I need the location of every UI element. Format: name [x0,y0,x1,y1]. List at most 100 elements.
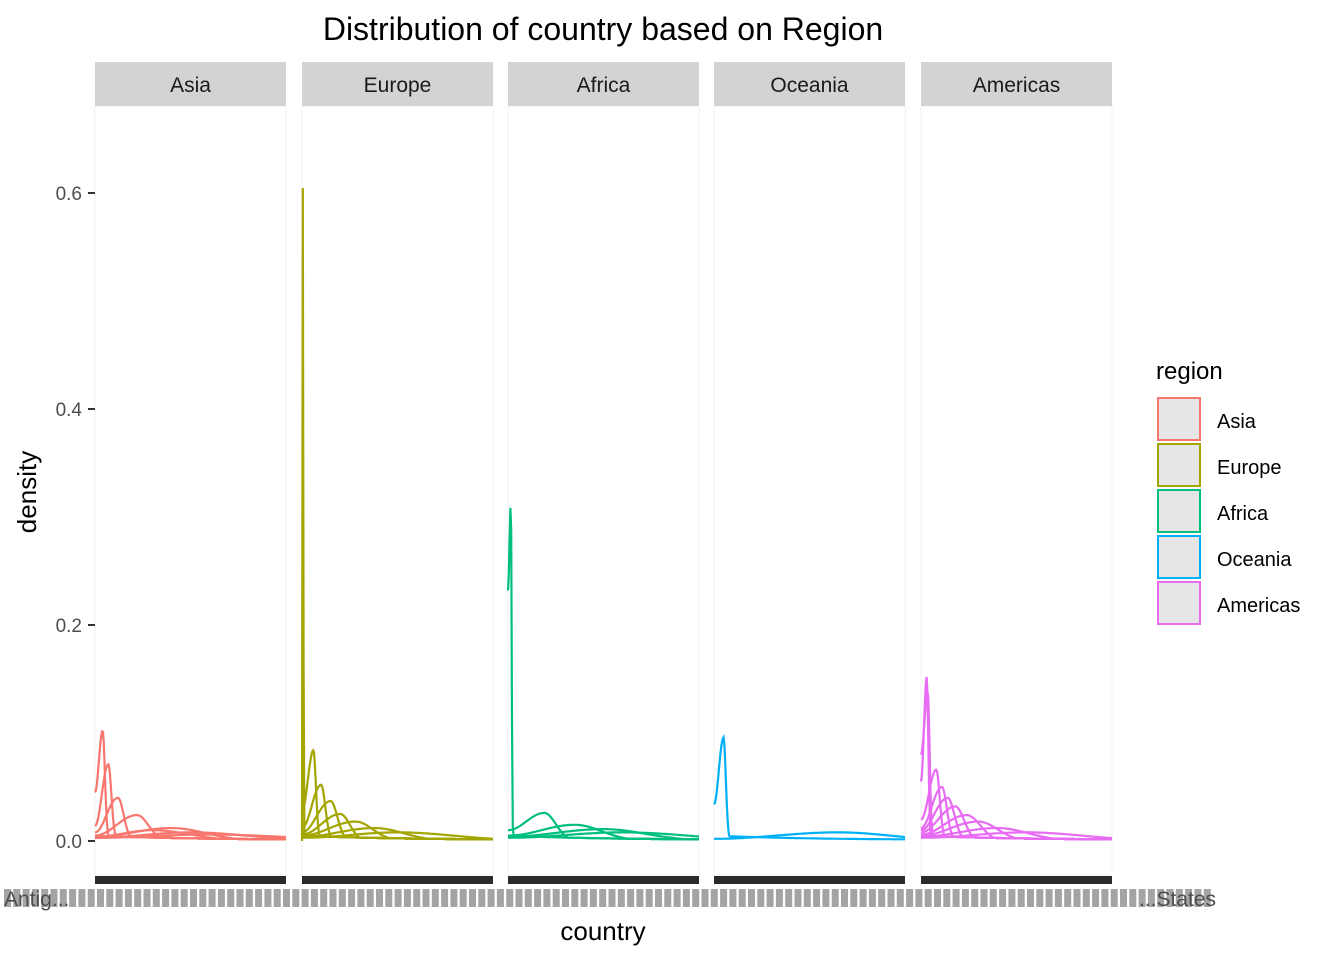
x-tick-label-glyph [255,889,263,907]
facet-oceania: Oceania [713,62,906,884]
x-tick-label-glyph [394,889,402,907]
x-axis-title: country [560,916,645,946]
facet-europe: Europe [300,62,494,884]
facet-strip-label: Oceania [770,74,849,97]
x-tick-label-glyph [1045,889,1053,907]
x-tick-label-glyph [1129,889,1137,907]
x-tick-label-glyph [1082,889,1090,907]
legend-label: Africa [1217,503,1269,525]
facet-strip [714,62,905,106]
x-tick-label-glyph [1110,889,1118,907]
x-tick-label-glyph [385,889,393,907]
facet-strip-label: Europe [364,74,432,97]
x-tick-label-glyph [413,889,421,907]
x-tick-label-glyph [906,889,914,907]
x-tick-label-glyph [896,889,904,907]
legend-item-europe: Europe [1157,443,1282,487]
x-tick-label-glyph [850,889,858,907]
x-tick-label-glyph [720,889,728,907]
x-tick-label-glyph [4,889,11,907]
x-tick-label-glyph [1147,889,1155,907]
facet-asia: Asia [94,62,287,884]
x-tick-label-glyph [1185,889,1193,907]
facet-panel [713,105,906,876]
legend-key [1157,535,1201,579]
density-curve [302,831,493,840]
density-curve [921,831,1113,840]
legend-key [1157,489,1201,533]
x-tick-label-glyph [952,889,960,907]
y-tick-label: 0.4 [56,400,83,421]
x-tick-label-glyph [487,889,495,907]
x-tick-label-glyph [887,889,895,907]
x-tick-label-glyph [450,889,458,907]
x-tick-label-glyph [431,889,439,907]
y-axis: 0.0 0.2 0.4 0.6 [56,184,95,853]
x-tick-label-glyph [822,889,830,907]
x-tick-label-glyph [376,889,383,907]
density-curve [508,831,700,839]
x-tick-label-glyph [357,889,365,907]
density-curve [714,831,905,840]
x-tick-label-glyph [710,889,718,907]
x-tick-label-glyph [599,889,607,907]
x-tick-label-glyph [1166,889,1174,907]
x-tick-label-glyph [292,889,300,907]
x-tick-label-glyph [943,889,951,907]
x-tick-label-glyph [348,889,356,907]
x-tick-label-glyph [301,889,309,907]
legend-item-oceania: Oceania [1157,535,1292,579]
legend-label: Americas [1217,595,1300,617]
x-tick-label-glyph [1101,889,1109,907]
x-tick-label-glyph [134,889,142,907]
legend: region Asia Europe Africa Oceania Americas [1156,358,1300,625]
x-tick-label-glyph [571,889,579,907]
x-tick-label-glyph [310,889,318,907]
x-tick-label-glyph [459,889,467,907]
x-tick-label-glyph [496,889,504,907]
x-tick-label-glyph [1008,889,1016,907]
x-tick-label-glyph [562,889,569,907]
x-tick-label-glyph [1036,889,1044,907]
legend-key [1157,443,1201,487]
x-tick-label-glyph [171,889,179,907]
x-tick-label-glyph [803,889,811,907]
legend-label: Europe [1217,457,1282,479]
x-tick-label-glyph [217,889,225,907]
x-tick-label-glyph [692,889,700,907]
x-tick-label-glyph [794,889,802,907]
x-tick-label-glyph [999,889,1007,907]
x-tick-label-glyph [524,889,532,907]
facet-americas: Americas [919,62,1113,884]
x-tick-label-glyph [236,889,244,907]
facet-panel [920,105,1113,876]
x-tick-label-glyph [608,889,616,907]
y-axis-title: density [12,451,42,533]
x-tick-label-glyph [878,889,886,907]
x-tick-label-glyph [469,889,476,907]
legend-item-asia: Asia [1157,397,1257,441]
x-tick-label-glyph [199,889,207,907]
x-tick-label-glyph [422,889,430,907]
facet-strip-label: Americas [973,74,1061,97]
x-tick-label-glyph [785,889,793,907]
x-tick-label-glyph [143,889,151,907]
x-tick-label-glyph [50,889,58,907]
x-tick-label-glyph [1175,889,1183,907]
x-tick-label-glyph [273,889,281,907]
x-tick-label-glyph [617,889,625,907]
x-tick-label-glyph [1203,889,1211,907]
x-tick-label-glyph [478,889,486,907]
x-tick-label-glyph [645,889,653,907]
x-tick-label-glyph [961,889,969,907]
x-tick-label-glyph [1120,889,1127,907]
x-tick-label-glyph [69,889,77,907]
x-tick-label-glyph [208,889,216,907]
facet-strip-label: Africa [577,74,631,97]
x-tick-label-glyph [775,889,783,907]
x-tick-label-glyph [1073,889,1081,907]
x-tick-label-glyph [87,889,95,907]
x-tick-label-glyph [729,889,737,907]
x-tick-label-glyph [934,889,941,907]
